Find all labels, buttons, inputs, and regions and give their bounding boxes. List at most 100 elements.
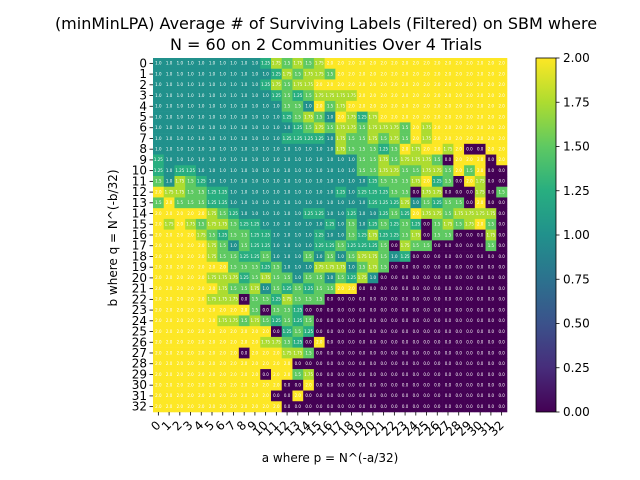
- cell-value-label: 0.0: [423, 232, 430, 237]
- heatmap-cell: [399, 293, 411, 306]
- heatmap-cell: [185, 58, 197, 70]
- cell-value-label: 2.0: [380, 61, 387, 66]
- cell-value-label: 0.0: [498, 254, 505, 259]
- heatmap-cell: [238, 154, 250, 166]
- cell-value-label: 0.0: [391, 361, 398, 366]
- heatmap-cell: [303, 133, 315, 145]
- cell-value-label: 0.0: [402, 393, 409, 398]
- heatmap-cell: [324, 261, 336, 273]
- cell-value-label: 1.25: [283, 286, 292, 291]
- cell-value-label: 0.0: [402, 286, 409, 291]
- cell-value-label: 0.0: [327, 307, 334, 312]
- heatmap-cell: [313, 347, 325, 359]
- cell-value-label: 1.25: [368, 189, 377, 194]
- heatmap-cell: [464, 272, 476, 284]
- cell-value-label: 1.75: [250, 286, 259, 291]
- heatmap-cell: [324, 326, 336, 338]
- heatmap-cell: [442, 218, 454, 230]
- heatmap-cell: [195, 293, 207, 306]
- heatmap-cell: [163, 390, 175, 402]
- heatmap-cell: [453, 143, 465, 155]
- heatmap-cell: [431, 165, 443, 177]
- heatmap-cell: [346, 100, 358, 112]
- heatmap-cell: [281, 358, 293, 370]
- cell-value-label: 1.0: [241, 146, 248, 151]
- y-tick-label: 8: [139, 142, 147, 156]
- heatmap-cell: [485, 261, 497, 273]
- heatmap-cell: [217, 111, 229, 123]
- cell-value-label: 1.0: [220, 168, 227, 173]
- heatmap-cell: [453, 154, 465, 166]
- heatmap-cell: [206, 176, 218, 188]
- heatmap-cell: [431, 90, 443, 102]
- cell-value-label: 2.0: [498, 125, 505, 130]
- cell-value-label: 2.0: [434, 125, 441, 130]
- heatmap-cell: [313, 240, 325, 252]
- heatmap-cell: [485, 401, 497, 413]
- heatmap-cell: [399, 336, 411, 348]
- cell-value-label: 0.0: [445, 254, 452, 259]
- cell-value-label: 2.0: [295, 393, 302, 398]
- cell-value-label: 1.5: [445, 232, 452, 237]
- cell-value-label: 1.75: [379, 168, 388, 173]
- cell-value-label: 2.0: [155, 404, 162, 409]
- heatmap-cell: [346, 133, 358, 145]
- cell-value-label: 1.5: [316, 297, 323, 302]
- heatmap-cell: [346, 111, 358, 123]
- cell-value-label: 0.0: [423, 372, 430, 377]
- cell-value-label: 1.0: [230, 61, 237, 66]
- cell-value-label: 0.0: [380, 318, 387, 323]
- cell-value-label: 1.25: [379, 200, 388, 205]
- heatmap-cell: [464, 122, 476, 134]
- cell-value-label: 2.0: [220, 350, 227, 355]
- cell-value-label: 2.0: [209, 286, 216, 291]
- cell-value-label: 2.0: [187, 254, 194, 259]
- cell-value-label: 1.75: [293, 61, 302, 66]
- cell-value-label: 0.0: [477, 404, 484, 409]
- cell-value-label: 1.75: [390, 125, 399, 130]
- heatmap-cell: [228, 208, 240, 220]
- heatmap-cell: [206, 208, 218, 220]
- cell-value-label: 1.0: [155, 61, 162, 66]
- heatmap-cell: [217, 358, 229, 370]
- cell-value-label: 2.0: [241, 329, 248, 334]
- heatmap-cell: [431, 272, 443, 284]
- cell-value-label: 2.0: [413, 136, 420, 141]
- heatmap-cell: [153, 100, 165, 112]
- heatmap-cell: [464, 186, 476, 198]
- heatmap-cell: [388, 68, 401, 80]
- cell-value-label: 1.5: [295, 329, 302, 334]
- heatmap-cell: [399, 251, 411, 263]
- cell-value-label: 0.0: [359, 307, 366, 312]
- heatmap-cell: [281, 100, 293, 112]
- cell-value-label: 0.0: [434, 340, 441, 345]
- cell-value-label: 1.0: [348, 157, 355, 162]
- heatmap-cell: [496, 100, 508, 112]
- cell-value-label: 2.0: [380, 93, 387, 98]
- heatmap-cell: [238, 272, 250, 284]
- cell-value-label: 2.0: [252, 361, 259, 366]
- cell-value-label: 2.0: [305, 382, 312, 387]
- cell-value-label: 1.0: [284, 146, 291, 151]
- heatmap-cell: [474, 218, 486, 230]
- cell-value-label: 0.0: [423, 318, 430, 323]
- cell-value-label: 1.75: [218, 318, 227, 323]
- cell-value-label: 1.25: [390, 232, 399, 237]
- cell-value-label: 1.5: [445, 168, 452, 173]
- heatmap-cell: [217, 336, 229, 348]
- cell-value-label: 2.0: [220, 329, 227, 334]
- cell-value-label: 1.75: [422, 157, 431, 162]
- cell-value-label: 1.5: [391, 157, 398, 162]
- cell-value-label: 2.0: [327, 82, 334, 87]
- cell-value-label: 1.0: [230, 93, 237, 98]
- heatmap-cell: [206, 283, 218, 295]
- heatmap-cell: [163, 218, 175, 230]
- cell-value-label: 2.0: [209, 340, 216, 345]
- cell-value-label: 1.0: [166, 179, 173, 184]
- cell-value-label: 1.5: [252, 275, 259, 280]
- cell-value-label: 0.0: [402, 329, 409, 334]
- cell-value-label: 1.75: [208, 297, 217, 302]
- cell-value-label: 1.0: [252, 168, 259, 173]
- cell-value-label: 0.0: [488, 340, 495, 345]
- heatmap-cell: [442, 369, 454, 381]
